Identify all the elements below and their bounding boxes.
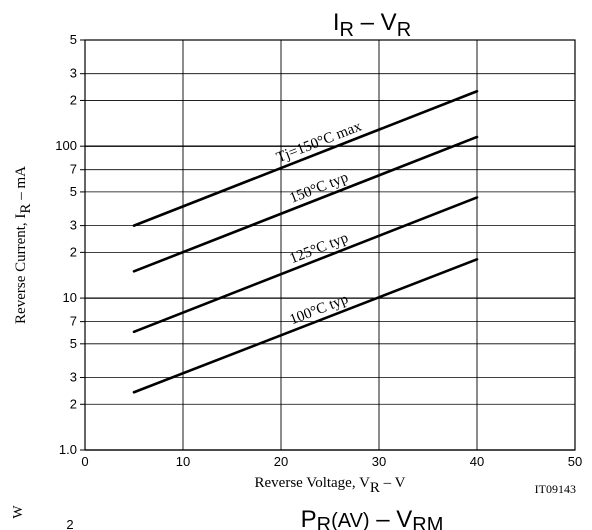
- next-chart-title: PR(AV) – VRM: [301, 506, 444, 530]
- y-tick-label: 2: [70, 92, 77, 107]
- y-tick-labels: 1.0 2 3 5 7 10 2 3 5 7 100 2 3 5: [55, 32, 77, 457]
- y-tick-label: 5: [70, 184, 77, 199]
- series-line: [132, 258, 479, 394]
- next-title-sub2: RM: [412, 514, 443, 530]
- ylabel-pre: Reverse Current, I: [13, 214, 29, 324]
- x-tick-label: 30: [372, 454, 386, 469]
- title-main: I: [333, 9, 340, 36]
- x-tick-label: 40: [470, 454, 484, 469]
- y-tick-label: 3: [70, 66, 77, 81]
- y-tick-label: 7: [70, 162, 77, 177]
- y-tick-label: 1.0: [59, 442, 77, 457]
- series-label: 100°C typ: [288, 291, 351, 328]
- series-line: [132, 89, 479, 227]
- ylabel-sub: R: [18, 204, 34, 214]
- next-chart-tick-fragment: 2: [66, 517, 73, 530]
- y-tick-label: 10: [63, 290, 77, 305]
- title-main2: V: [381, 9, 397, 36]
- next-title-main2: V: [396, 506, 412, 530]
- series-label: Tj=150°C max: [274, 118, 364, 166]
- y-tick-label: 2: [70, 244, 77, 259]
- y-tick-label: 100: [55, 138, 77, 153]
- series-line: [132, 196, 479, 334]
- y-tick-label: 3: [70, 218, 77, 233]
- title-sub2: R: [397, 19, 411, 41]
- y-tick-label: 2: [70, 396, 77, 411]
- next-chart-ylabel-fragment: W: [11, 505, 26, 519]
- series-group: [132, 89, 479, 394]
- series-label: 150°C typ: [287, 169, 350, 206]
- x-axis-label: Reverse Voltage, VR – V: [255, 475, 406, 496]
- ylabel-post: – mA: [13, 166, 29, 204]
- series-label: 125°C typ: [287, 230, 350, 267]
- y-tick-label: 5: [70, 336, 77, 351]
- xlabel-post: – V: [380, 475, 406, 491]
- next-title-sub: R: [317, 514, 331, 530]
- y-tick-label: 5: [70, 32, 77, 47]
- x-tick-label: 50: [568, 454, 582, 469]
- figure-code: IT09143: [535, 482, 576, 496]
- chart-title: IR – VR: [333, 9, 411, 41]
- series-line: [132, 135, 479, 273]
- next-title-main: P: [301, 506, 317, 530]
- title-dash: –: [354, 9, 381, 36]
- y-axis-label: Reverse Current, IR – mA: [13, 166, 34, 324]
- x-tick-label: 0: [81, 454, 88, 469]
- xlabel-sub: R: [370, 480, 380, 496]
- next-title-paren: (AV): [331, 510, 370, 530]
- x-tick-label: 10: [176, 454, 190, 469]
- xlabel-pre: Reverse Voltage, V: [255, 475, 371, 491]
- plot-frame: [84, 39, 576, 451]
- y-tick-label: 3: [70, 370, 77, 385]
- x-tick-labels: 0 10 20 30 40 50: [81, 454, 582, 469]
- next-title-dash: –: [370, 506, 397, 530]
- x-tick-label: 20: [274, 454, 288, 469]
- y-tick-label: 7: [70, 314, 77, 329]
- title-sub: R: [340, 19, 354, 41]
